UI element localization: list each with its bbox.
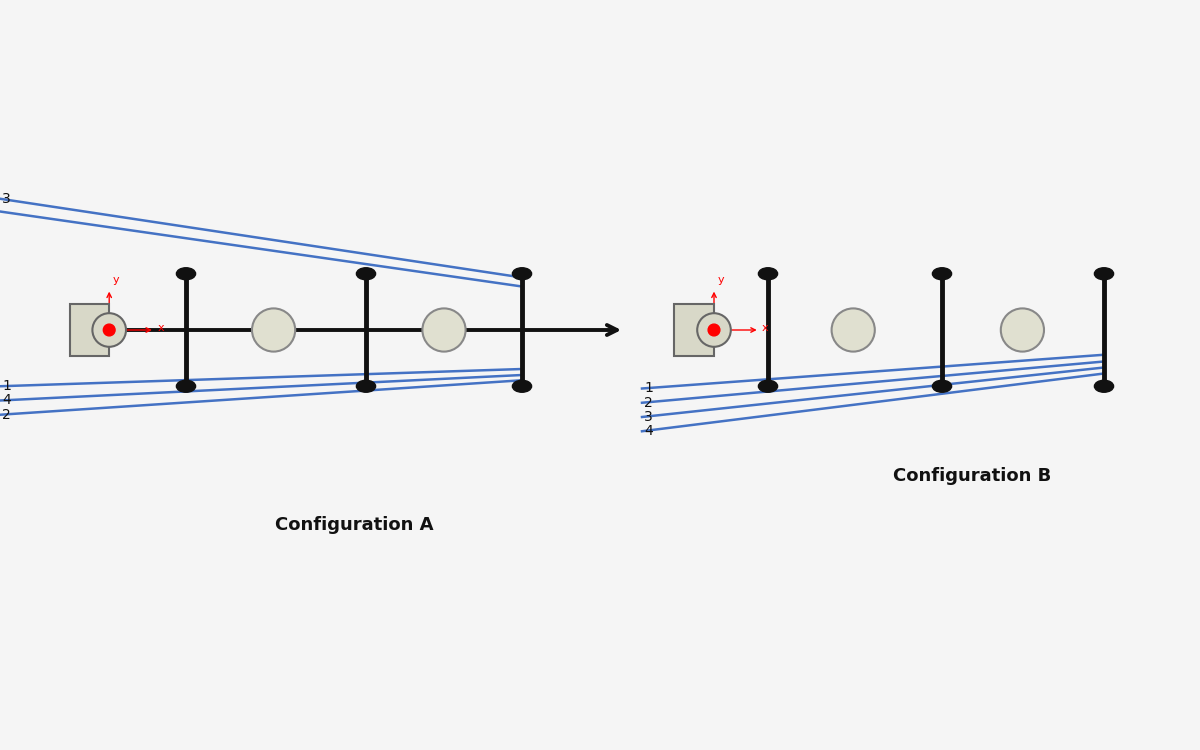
Text: Configuration A: Configuration A bbox=[275, 516, 433, 534]
Ellipse shape bbox=[832, 308, 875, 352]
Circle shape bbox=[512, 268, 532, 280]
Circle shape bbox=[758, 380, 778, 392]
Circle shape bbox=[932, 380, 952, 392]
Circle shape bbox=[932, 268, 952, 280]
Circle shape bbox=[356, 268, 376, 280]
Ellipse shape bbox=[1001, 308, 1044, 352]
Text: y: y bbox=[718, 275, 725, 285]
Circle shape bbox=[356, 380, 376, 392]
Text: 4: 4 bbox=[2, 394, 11, 407]
Text: 1: 1 bbox=[644, 382, 653, 395]
Ellipse shape bbox=[252, 308, 295, 352]
Circle shape bbox=[176, 380, 196, 392]
Ellipse shape bbox=[92, 314, 126, 346]
Ellipse shape bbox=[103, 324, 115, 336]
Ellipse shape bbox=[422, 308, 466, 352]
Circle shape bbox=[1094, 380, 1114, 392]
Circle shape bbox=[176, 268, 196, 280]
Bar bbox=[70, 304, 109, 356]
Text: 3: 3 bbox=[644, 410, 653, 424]
Text: Configuration B: Configuration B bbox=[893, 467, 1051, 485]
Circle shape bbox=[1094, 268, 1114, 280]
Bar bbox=[674, 304, 714, 356]
Circle shape bbox=[758, 268, 778, 280]
Text: 3: 3 bbox=[2, 192, 11, 206]
Ellipse shape bbox=[708, 324, 720, 336]
Text: x: x bbox=[762, 322, 769, 333]
Circle shape bbox=[512, 380, 532, 392]
Text: 4: 4 bbox=[644, 424, 653, 438]
Text: y: y bbox=[113, 275, 120, 285]
Text: 1: 1 bbox=[2, 380, 11, 393]
Text: 2: 2 bbox=[2, 408, 11, 422]
Text: 2: 2 bbox=[644, 396, 653, 410]
Text: x: x bbox=[157, 322, 164, 333]
Ellipse shape bbox=[697, 314, 731, 346]
